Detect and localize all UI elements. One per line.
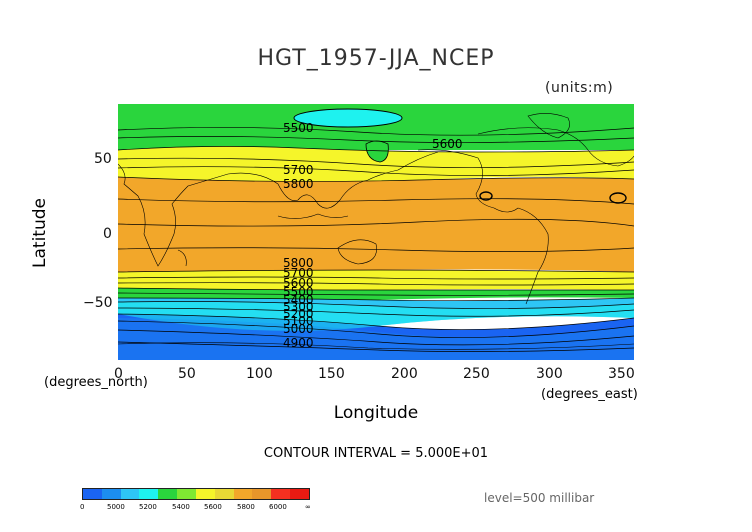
level-label: level=500 millibar	[484, 491, 595, 505]
contour-map: 5500560057005800580057005600550054005300…	[118, 104, 634, 360]
contour-label: 5100	[283, 314, 314, 328]
x-tick-200: 200	[391, 366, 418, 382]
contour-label: 5200	[283, 307, 314, 321]
x-tick-300: 300	[536, 366, 563, 382]
x-tick-0: 0	[114, 366, 123, 382]
x-tick-250: 250	[463, 366, 490, 382]
contour-label: 5400	[283, 293, 314, 307]
colorbar-swatch	[158, 489, 178, 499]
page-title: HGT_1957-JJA_NCEP	[257, 46, 495, 71]
contour-label: 5500	[283, 285, 314, 299]
y-tick-minus50: −50	[83, 295, 113, 311]
y-axis-sublabel: (degrees_north)	[44, 375, 148, 390]
band-south-5700	[118, 270, 634, 291]
x-axis-label: Longitude	[333, 403, 419, 423]
colorbar-swatch	[177, 489, 196, 499]
x-tick-350: 350	[608, 366, 635, 382]
colorbar-label: 0	[80, 503, 85, 511]
coastlines	[118, 113, 634, 350]
colorbar-swatch	[83, 489, 102, 499]
contour-label: 5800	[283, 256, 314, 270]
y-tick-50: 50	[94, 151, 112, 167]
contour-label: 5500	[283, 121, 314, 135]
colorbar-swatch	[120, 489, 140, 499]
colorbar	[82, 488, 310, 500]
contour-label: 5700	[283, 163, 314, 177]
contour-label: 5600	[432, 137, 463, 151]
y-axis-label: Latitude	[30, 198, 50, 268]
contour-label: 5000	[283, 322, 314, 336]
contour-label: 4900	[283, 336, 314, 350]
contour-interval-text: CONTOUR INTERVAL = 5.000E+01	[263, 446, 489, 461]
colorbar-label: 5000	[107, 503, 125, 511]
contour-label: 5600	[283, 276, 314, 290]
colorbar-label: ∞	[305, 503, 311, 511]
contour-label: 5300	[283, 300, 314, 314]
colorbar-label: 5200	[139, 503, 157, 511]
contour-label: 5700	[283, 266, 314, 280]
contour-label: 5800	[283, 177, 314, 191]
colorbar-label: 6000	[269, 503, 287, 511]
x-tick-150: 150	[318, 366, 345, 382]
colorbar-swatch	[290, 489, 309, 499]
colorbar-swatch	[271, 489, 291, 499]
colorbar-swatch	[139, 489, 159, 499]
x-axis-sublabel: (degrees_east)	[541, 387, 638, 402]
colorbar-swatch	[101, 489, 121, 499]
colorbar-swatch	[214, 489, 234, 499]
colorbar-label: 5400	[172, 503, 190, 511]
y-tick-0: 0	[103, 226, 112, 242]
band-5800-6000	[118, 177, 634, 272]
colorbar-label: 5800	[237, 503, 255, 511]
colorbar-swatch	[195, 489, 215, 499]
units-label: (units:m)	[545, 80, 614, 96]
x-tick-100: 100	[246, 366, 273, 382]
colorbar-swatch	[252, 489, 272, 499]
colorbar-swatch	[233, 489, 253, 499]
polar-low-5400	[293, 108, 403, 128]
colorbar-label: 5600	[204, 503, 222, 511]
x-tick-50: 50	[178, 366, 196, 382]
